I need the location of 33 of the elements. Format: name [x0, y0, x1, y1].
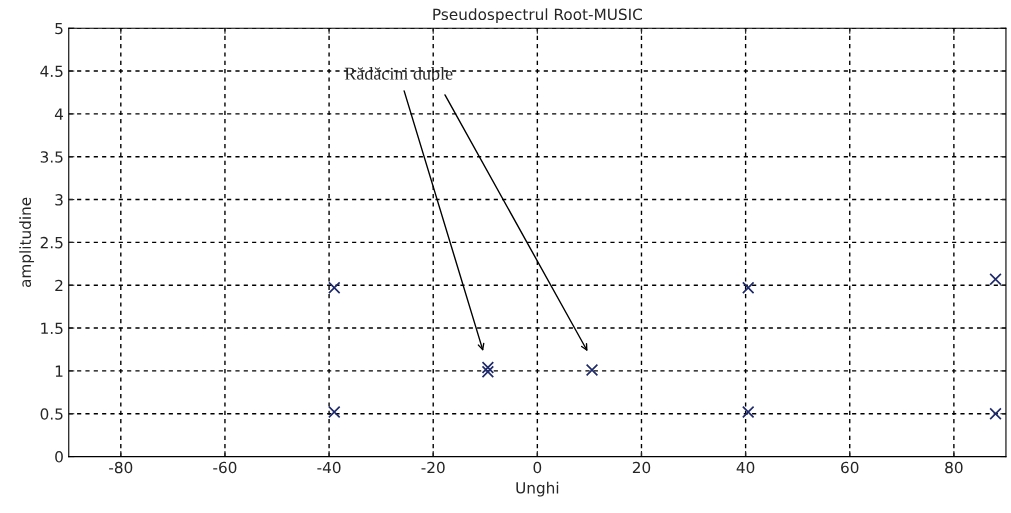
x-tick-label: -20 [421, 461, 445, 474]
y-tick-label: 1.5 [41, 322, 63, 335]
point [742, 281, 755, 295]
y-tick-label: 4.5 [40, 65, 63, 78]
y-axis-title: amplitudine [19, 197, 35, 288]
point [989, 407, 1002, 420]
y-tick-label: 1 [55, 365, 63, 377]
point [585, 363, 599, 377]
y-tick-label: 2.5 [40, 236, 63, 249]
y-tick-label: 0 [55, 451, 63, 463]
x-tick-label: 0 [533, 461, 542, 474]
point [742, 405, 755, 419]
x-tick-label: 40 [736, 461, 755, 474]
y-tick-label: 0.5 [40, 408, 63, 420]
point [989, 273, 1002, 286]
x-tick-label: 20 [632, 461, 651, 474]
x-axis-title: Unghi [516, 481, 559, 497]
y-tick-label: 3.5 [40, 151, 63, 163]
y-tick-label: 5 [55, 22, 63, 35]
annotation: Rădăcini duble [344, 67, 453, 80]
point [481, 361, 495, 374]
y-tick-label: 2 [55, 279, 63, 292]
point [328, 281, 341, 295]
point [328, 405, 341, 419]
x-tick-label: -40 [317, 461, 341, 474]
x-tick-label: -80 [109, 461, 133, 474]
chart-title: Pseudospectrul Root-MUSIC [433, 8, 642, 24]
x-tick-label: -60 [213, 461, 237, 474]
y-tick-label: 4 [54, 108, 64, 120]
x-tick-label: 60 [841, 461, 859, 474]
y-tick-label: 3 [55, 194, 63, 206]
point [481, 365, 495, 378]
x-tick-label: 80 [945, 461, 963, 474]
